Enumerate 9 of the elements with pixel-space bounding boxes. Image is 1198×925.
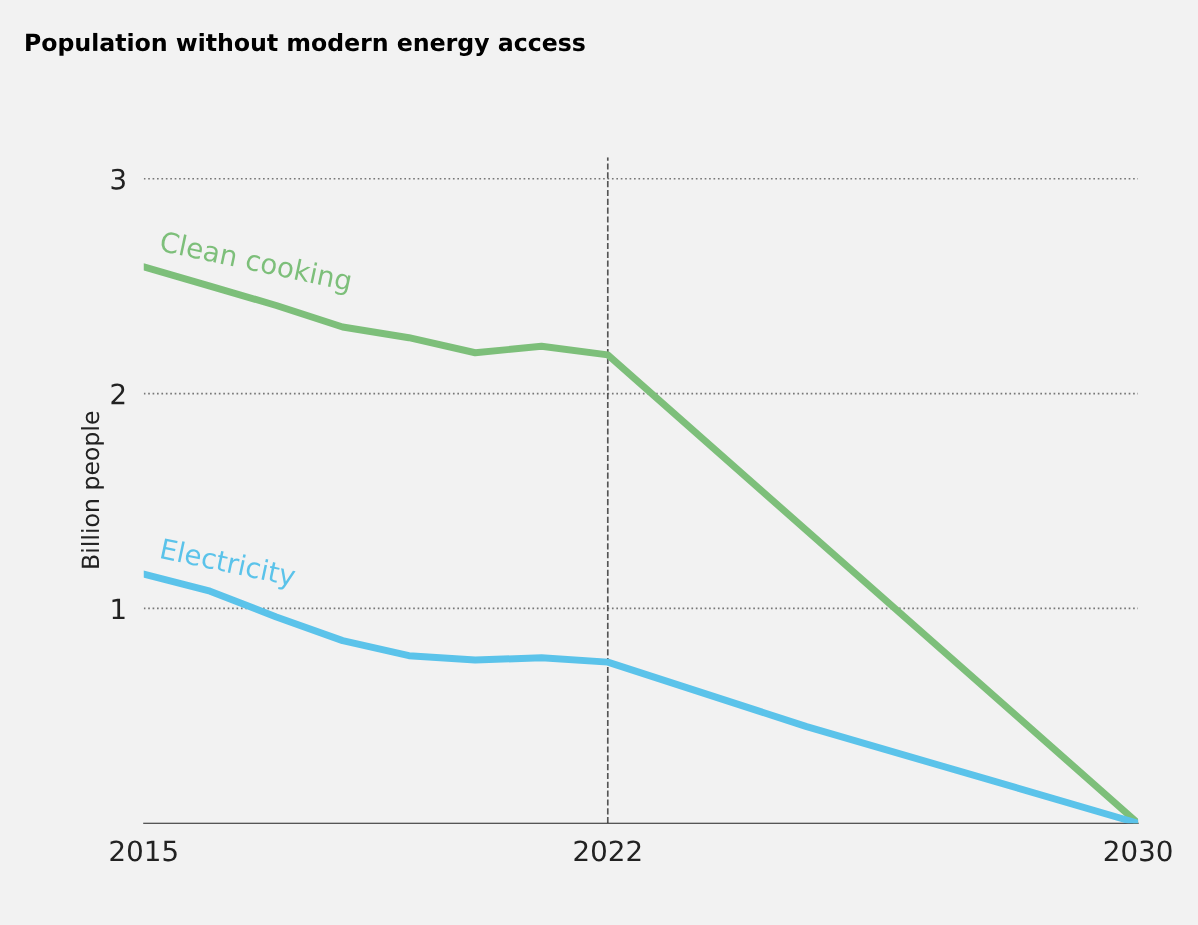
x-tick-label: 2015	[110, 840, 177, 862]
y-tick-label: 2	[111, 383, 125, 405]
chart-title: Population without modern energy access	[26, 32, 585, 56]
x-tick-label: 2022	[574, 840, 641, 862]
text: Clean cooking	[158, 230, 352, 297]
y-tick-label: 1	[112, 598, 125, 619]
y-axis-title: Billion people	[81, 411, 104, 568]
x-tick-label: 2030	[1104, 840, 1172, 862]
y-tick-label: 3	[111, 168, 125, 190]
